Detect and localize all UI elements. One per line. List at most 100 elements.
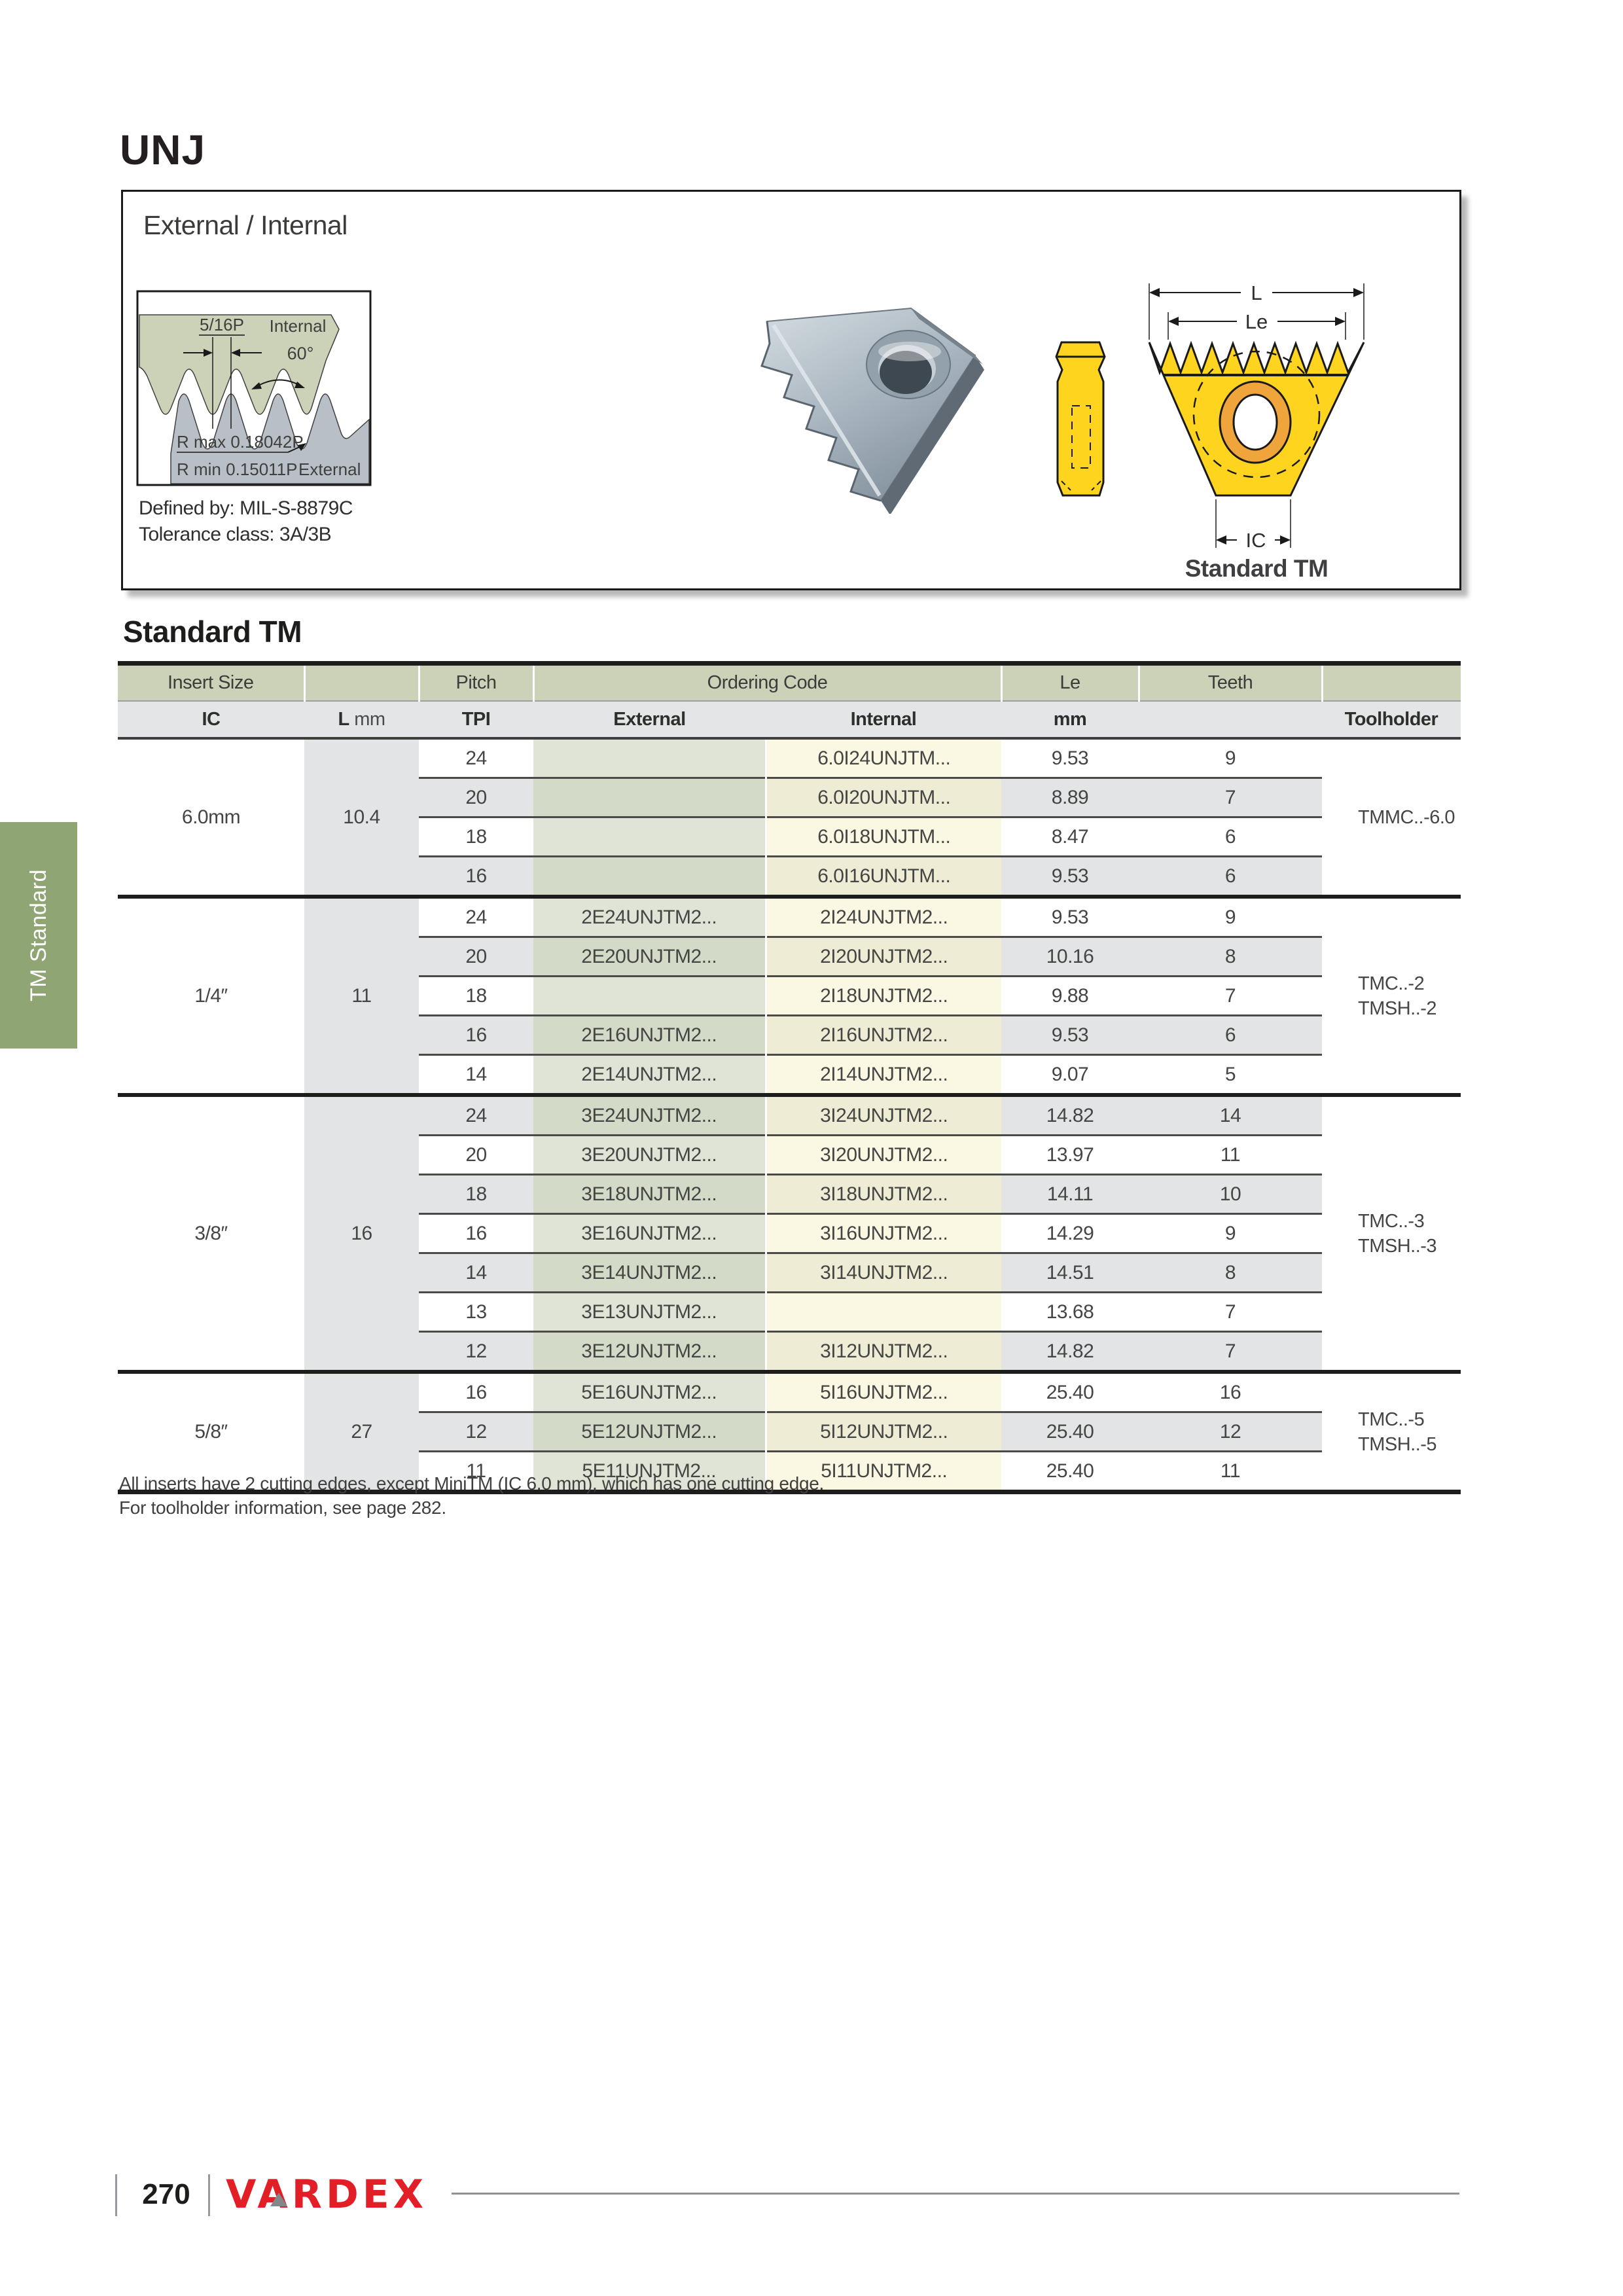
col-header-l: L mm	[304, 701, 419, 740]
external-code-cell	[533, 855, 767, 897]
le-cell: 14.82	[1001, 1093, 1139, 1136]
table-row: 16 2E16UNJTM2... 2I16UNJTM2... 9.53 6	[118, 1014, 1461, 1055]
col-header-toolholder: Toolholder	[1322, 701, 1461, 740]
arrowhead	[1216, 535, 1226, 545]
hole-highlight	[878, 342, 941, 361]
insert-top-edge	[911, 308, 983, 365]
le-cell: 9.07	[1001, 1054, 1139, 1095]
col-header-ic: IC	[118, 701, 304, 740]
tpi-cell: 18	[419, 975, 533, 1016]
external-code-cell: 3E18UNJTM2...	[533, 1174, 767, 1214]
page-number: 270	[142, 2178, 190, 2210]
internal-code-cell: 6.0I24UNJTM...	[766, 738, 1001, 778]
insert-edge-shadow	[881, 355, 984, 514]
internal-code-cell: 3I14UNJTM2...	[766, 1252, 1001, 1293]
external-code-cell: 2E20UNJTM2...	[533, 936, 767, 977]
box-heading: External / Internal	[143, 210, 348, 240]
le-cell: 14.82	[1001, 1331, 1139, 1372]
arrowhead	[1149, 288, 1160, 297]
side-view-dash	[1091, 480, 1101, 491]
le-cell: 25.40	[1001, 1370, 1139, 1412]
table-row: 16 3E16UNJTM2... 3I16UNJTM2... 14.29 9	[118, 1213, 1461, 1253]
external-code-cell: 3E16UNJTM2...	[533, 1213, 767, 1253]
sidebar-tab-tm-standard: TM Standard	[0, 822, 77, 1049]
tpi-cell: 14	[419, 1054, 533, 1095]
teeth-cell: 9	[1139, 738, 1322, 778]
tpi-cell: 11	[419, 1450, 533, 1490]
table-row: 3/8″ 16 24 3E24UNJTM2... 3I24UNJTM2... 14.82 1…	[118, 1093, 1461, 1372]
arrowhead	[251, 382, 262, 389]
teeth-cell: 6	[1139, 855, 1322, 897]
brand-logo-text: VARDEX	[226, 2172, 428, 2217]
tpi-cell: 16	[419, 1213, 533, 1253]
toolholder-line: TMMC..-6.0	[1358, 806, 1455, 828]
footnote-line: For toolholder information, see page 282…	[119, 1498, 446, 1518]
tpi-cell: 20	[419, 936, 533, 977]
external-code-cell: 3E12UNJTM2...	[533, 1331, 767, 1372]
side-view-dashed	[1071, 405, 1091, 469]
toolholder-cell: TMC..-2 TMSH..-2	[1322, 895, 1461, 1095]
ic-cell: 3/8″	[118, 1093, 304, 1372]
footer-divider	[208, 2174, 210, 2216]
tpi-cell: 14	[419, 1252, 533, 1293]
teeth-cell: 9	[1139, 895, 1322, 937]
internal-code-cell: 3I16UNJTM2...	[766, 1213, 1001, 1253]
angle-label: 60°	[287, 344, 314, 363]
external-code-cell: 2E14UNJTM2...	[533, 1054, 767, 1095]
tpi-cell: 20	[419, 777, 533, 817]
thread-profile-drawing: 5/16P Internal 60° R max 0.18042P R min …	[136, 290, 372, 486]
tpi-cell: 16	[419, 1014, 533, 1055]
tpi-cell: 12	[419, 1331, 533, 1372]
le-cell: 9.53	[1001, 895, 1139, 937]
table-row: 20 3E20UNJTM2... 3I20UNJTM2... 13.97 11	[118, 1134, 1461, 1175]
footnotes: All inserts have 2 cutting edges, except…	[119, 1471, 824, 1520]
table-header-columns: IC L mm TPI External Internal mm Toolhol…	[118, 701, 1461, 740]
tpi-cell: 24	[419, 895, 533, 937]
le-cell: 13.68	[1001, 1291, 1139, 1332]
external-code-cell	[533, 975, 767, 1016]
le-cell: 13.97	[1001, 1134, 1139, 1175]
external-label: External	[298, 459, 361, 479]
page-title: UNJ	[120, 126, 206, 173]
hole-bore	[880, 351, 932, 394]
col-group-teeth: Teeth	[1137, 666, 1322, 702]
arrowhead	[1280, 535, 1291, 545]
col-header-tpi: TPI	[419, 701, 533, 740]
l-cell: 10.4	[304, 738, 419, 897]
figure-label: Standard TM	[1185, 555, 1329, 582]
teeth-cell: 8	[1139, 936, 1322, 977]
internal-code-cell: 3I24UNJTM2...	[766, 1093, 1001, 1136]
hole-center	[1232, 393, 1278, 451]
footer-divider	[115, 2174, 117, 2216]
arrowhead	[298, 443, 306, 451]
le-cell: 8.47	[1001, 816, 1139, 857]
ic-cell: 5/8″	[118, 1370, 304, 1490]
external-code-cell: 2E16UNJTM2...	[533, 1014, 767, 1055]
rmax-label: R max 0.18042P	[177, 432, 304, 452]
l-unit-label: mm	[354, 708, 385, 730]
dim-le-label: Le	[1245, 310, 1268, 333]
brand-logo: VARDEX	[226, 2172, 427, 2217]
internal-code-cell: 5I11UNJTM2...	[766, 1450, 1001, 1490]
section-title: Standard TM	[123, 615, 302, 649]
external-code-cell: 2E24UNJTM2...	[533, 895, 767, 937]
le-cell: 14.51	[1001, 1252, 1139, 1293]
side-view-dash	[1061, 480, 1071, 491]
chamfer-highlight	[772, 324, 882, 497]
arrowhead	[1353, 288, 1364, 297]
table-row: 6.0mm 10.4 24 6.0I24UNJTM... 9.53 9 TMMC..-6.0	[118, 738, 1461, 897]
col-group-ordering-code: Ordering Code	[532, 666, 1001, 702]
le-cell: 9.53	[1001, 1014, 1139, 1055]
teeth-cell: 16	[1139, 1370, 1322, 1412]
table-row: 12 3E12UNJTM2... 3I12UNJTM2... 14.82 7	[118, 1331, 1461, 1372]
le-cell: 8.89	[1001, 777, 1139, 817]
le-cell: 9.53	[1001, 738, 1139, 778]
footer-rule	[452, 2193, 1459, 2195]
insert-body	[760, 307, 976, 502]
tpi-cell: 12	[419, 1411, 533, 1452]
l-cell: 11	[304, 895, 419, 1095]
col-header-teeth-empty	[1139, 701, 1322, 740]
table-row: 18 3E18UNJTM2... 3I18UNJTM2... 14.11 10	[118, 1174, 1461, 1214]
toolholder-line: TMSH..-5	[1358, 1433, 1437, 1455]
internal-code-cell: 3I18UNJTM2...	[766, 1174, 1001, 1214]
